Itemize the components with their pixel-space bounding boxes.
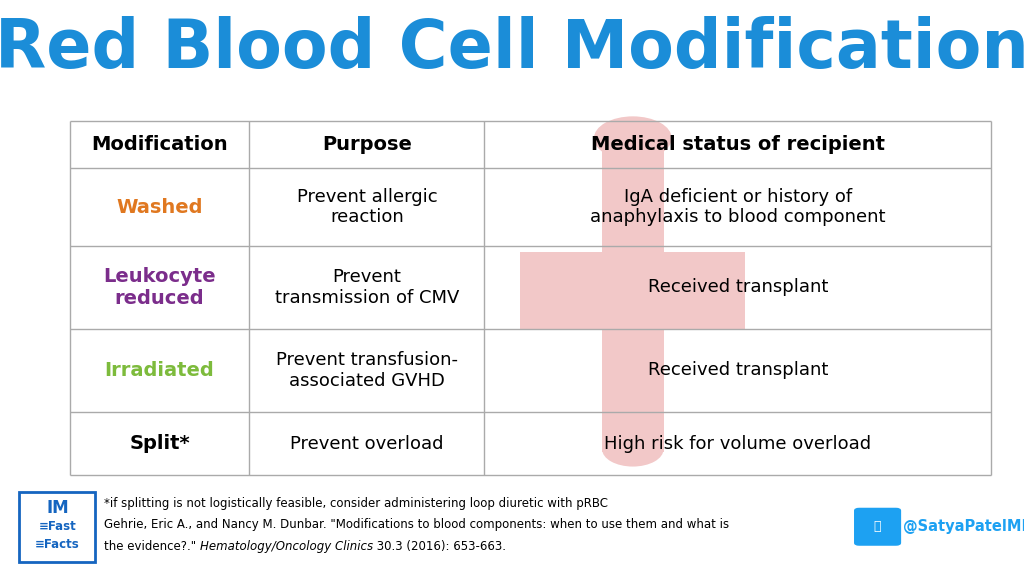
Text: IgA deficient or history of
anaphylaxis to blood component: IgA deficient or history of anaphylaxis … [590, 188, 886, 226]
Text: Received transplant: Received transplant [647, 278, 828, 297]
Text: Modification: Modification [91, 135, 227, 154]
Text: Received transplant: Received transplant [647, 362, 828, 380]
FancyBboxPatch shape [602, 135, 664, 452]
Circle shape [594, 116, 672, 160]
Text: ≡Facts: ≡Facts [35, 538, 80, 551]
Text: IM: IM [46, 499, 69, 517]
Text: *if splitting is not logistically feasible, consider administering loop diuretic: *if splitting is not logistically feasib… [104, 497, 608, 510]
Text: 30.3 (2016): 653-663.: 30.3 (2016): 653-663. [374, 540, 507, 554]
Text: High risk for volume overload: High risk for volume overload [604, 434, 871, 453]
Text: Split*: Split* [129, 434, 189, 453]
Text: Leukocyte
reduced: Leukocyte reduced [103, 267, 216, 308]
Text: Hematology/Oncology Clinics: Hematology/Oncology Clinics [201, 540, 374, 554]
Text: Irradiated: Irradiated [104, 361, 214, 380]
Text: Prevent overload: Prevent overload [290, 434, 443, 453]
Text: Washed: Washed [117, 198, 203, 217]
FancyBboxPatch shape [520, 252, 745, 330]
Text: Medical status of recipient: Medical status of recipient [591, 135, 885, 154]
Text: 🐦: 🐦 [873, 520, 882, 533]
Text: Prevent allergic
reaction: Prevent allergic reaction [297, 188, 437, 226]
FancyBboxPatch shape [19, 492, 95, 562]
Text: Red Blood Cell Modification: Red Blood Cell Modification [0, 16, 1024, 82]
Text: Prevent transfusion-
associated GVHD: Prevent transfusion- associated GVHD [275, 351, 458, 390]
Text: Prevent
transmission of CMV: Prevent transmission of CMV [274, 268, 459, 307]
Text: @SatyaPatelMD: @SatyaPatelMD [903, 519, 1024, 535]
Text: ≡Fast: ≡Fast [39, 520, 76, 533]
Circle shape [602, 432, 664, 467]
Text: the evidence?.": the evidence?." [104, 540, 201, 554]
Text: Gehrie, Eric A., and Nancy M. Dunbar. "Modifications to blood components: when t: Gehrie, Eric A., and Nancy M. Dunbar. "M… [104, 518, 729, 532]
FancyBboxPatch shape [854, 508, 901, 546]
Text: Purpose: Purpose [322, 135, 412, 154]
